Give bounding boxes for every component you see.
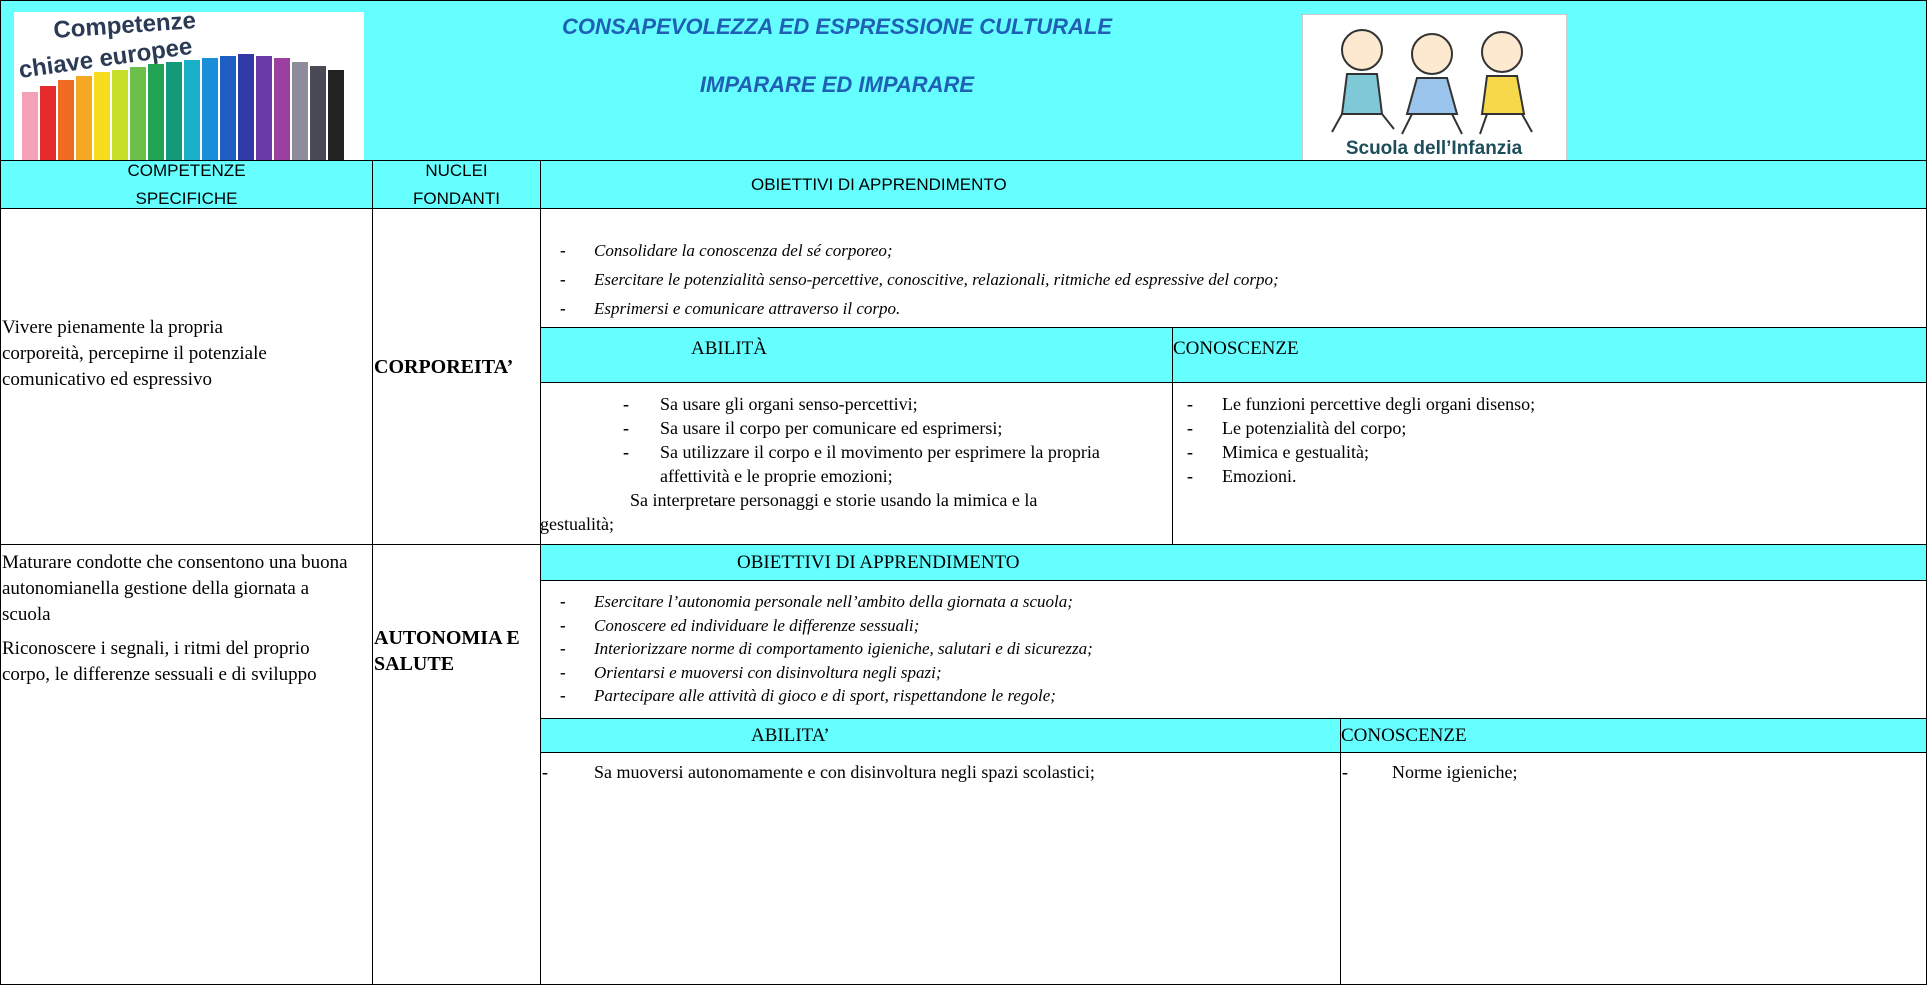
objectives-list: Consolidare la conoscenza del sé corpore… (540, 236, 1279, 323)
subheader-title: CONOSCENZE (1341, 724, 1467, 746)
title: CONSAPEVOLEZZA ED ESPRESSIONE CULTURALE (561, 14, 1113, 39)
competence-text: Riconoscere i segnali, i ritmi del propr… (2, 638, 317, 685)
subheader: CONOSCENZE (1172, 327, 1927, 383)
core-label: CORPOREITA’ (374, 356, 514, 378)
knowledge-list: Norme igieniche; (1340, 760, 1517, 784)
subheader-title: CONOSCENZE (1173, 338, 1299, 359)
objective: Interiorizzare norme di comportamento ig… (540, 637, 1093, 661)
column-title: COMPETENZE SPECIFICHE (127, 160, 246, 208)
logo-text: Scuola dell’Infanzia (1346, 138, 1523, 159)
objective: Esprimersi e comunicare attraverso il co… (540, 294, 1279, 323)
cell (372, 544, 541, 985)
objective: Esercitare le potenzialità senso-percett… (540, 265, 1279, 294)
objective: Orientarsi e muoversi con disinvoltura n… (540, 661, 1093, 685)
skill: Sa usare il corpo per comunicare ed espr… (540, 416, 1100, 440)
knowledge: Le funzioni percettive degli organi dise… (1172, 392, 1572, 416)
column-header: NUCLEI FONDANTI (372, 160, 541, 209)
column-header: OBIETTIVI DI APPRENDIMENTO (540, 160, 1927, 209)
subtitle: IMPARARE ED IMPARARE (699, 72, 975, 97)
subheader-title: ABILITA’ (751, 724, 830, 746)
skill: Sa usare gli organi senso-percettivi; (540, 392, 1100, 416)
column-header: COMPETENZE SPECIFICHE (0, 160, 373, 209)
logo-left: Competenze chiave europee (14, 12, 364, 160)
subheader-title: OBIETTIVI DI APPRENDIMENTO (737, 551, 1020, 573)
knowledge: Mimica e gestualità; (1172, 440, 1572, 464)
skills-list: Sa muoversi autonomamente e con disinvol… (540, 760, 1095, 784)
cell (540, 752, 1341, 985)
skill: Sa utilizzare il corpo e il movimento pe… (540, 440, 1100, 488)
competence-text: Vivere pienamente la propria corporeità,… (2, 317, 267, 390)
column-title: NUCLEI FONDANTI (413, 160, 500, 208)
subheader-title: ABILITÀ (691, 338, 767, 359)
cell (1340, 752, 1927, 985)
knowledge: Norme igieniche; (1340, 760, 1517, 784)
objective: Consolidare la conoscenza del sé corpore… (540, 236, 1279, 265)
subheader: OBIETTIVI DI APPRENDIMENTO (540, 544, 1927, 581)
subheader: CONOSCENZE (1340, 718, 1927, 753)
knowledge: Le potenzialità del corpo; (1172, 416, 1572, 440)
objective: Conoscere ed individuare le differenze s… (540, 614, 1093, 638)
knowledge-list: Le funzioni percettive degli organi dise… (1172, 392, 1572, 488)
objectives-list: Esercitare l’autonomia personale nell’am… (540, 590, 1093, 708)
logo-right: Scuola dell’Infanzia (1302, 14, 1567, 161)
pencils (22, 54, 344, 160)
skill: Sa interpretare personaggi e storie usan… (540, 488, 1100, 536)
knowledge: Emozioni. (1172, 464, 1572, 488)
core-label: AUTONOMIA E SALUTE (374, 627, 520, 675)
column-title: OBIETTIVI DI APPRENDIMENTO (751, 174, 1007, 194)
skill: Sa muoversi autonomamente e con disinvol… (540, 760, 1095, 784)
skills-list: Sa usare gli organi senso-percettivi; Sa… (540, 392, 1100, 536)
objective: Esercitare l’autonomia personale nell’am… (540, 590, 1093, 614)
objective: Partecipare alle attività di gioco e di … (540, 684, 1093, 708)
subheader: ABILITA’ (540, 718, 1341, 753)
competence-text: Maturare condotte che consentono una buo… (2, 552, 348, 625)
subheader: ABILITÀ (540, 327, 1173, 383)
